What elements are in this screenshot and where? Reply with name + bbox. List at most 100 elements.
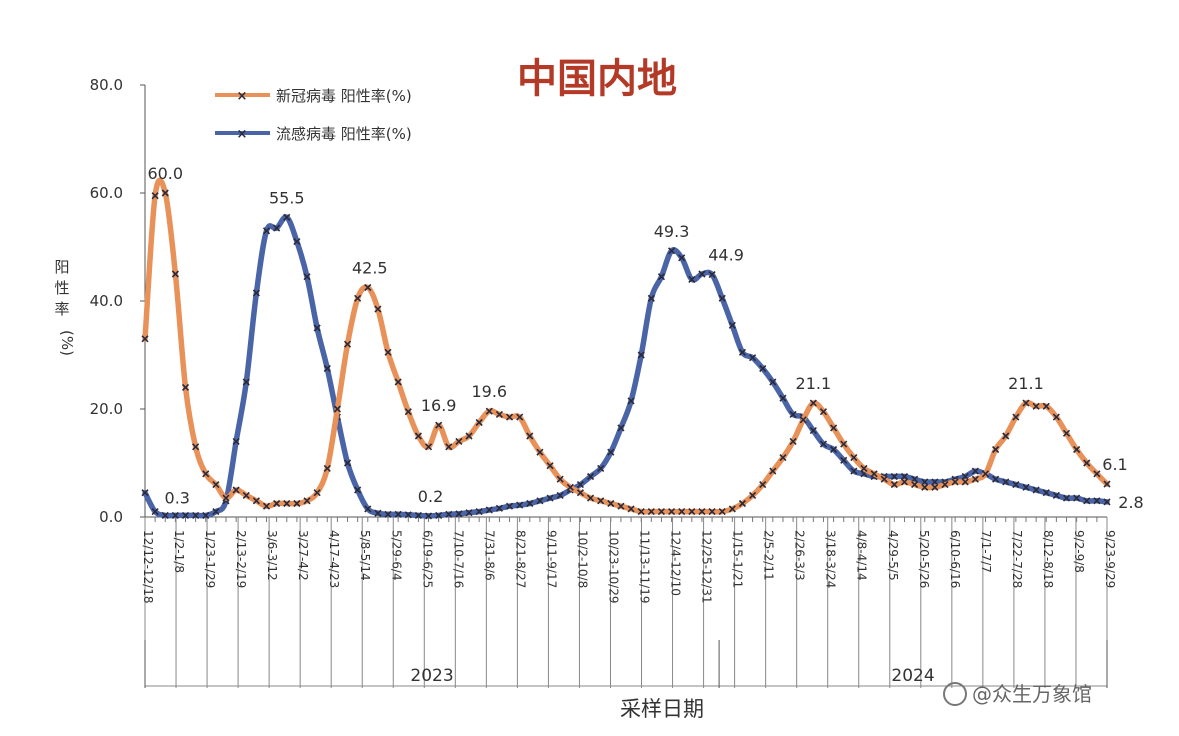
- data-point: [303, 497, 311, 505]
- data-point: [597, 464, 605, 472]
- data-point: [536, 497, 544, 505]
- data-point: [1083, 497, 1091, 505]
- data-point: [333, 405, 341, 413]
- data-point: [303, 273, 311, 281]
- x-tick-label: 5/29-6/4: [389, 530, 403, 581]
- data-point: [738, 499, 747, 508]
- data-point: [779, 394, 787, 402]
- data-label: 60.0: [147, 164, 183, 183]
- x-tick-label: 4/8-4/14: [855, 530, 869, 581]
- data-point: [455, 437, 463, 445]
- data-point: [323, 364, 331, 373]
- data-point: [799, 416, 807, 424]
- x-tick-label: 2/5-2/11: [762, 530, 776, 581]
- data-point: [718, 508, 726, 516]
- x-tick-label: 2/26-3/3: [793, 530, 807, 581]
- data-point: [1103, 480, 1111, 488]
- data-point: [262, 227, 271, 235]
- annotations: 60.0 42.5 16.9 19.6 21.1 21.1 6.1 0.3 55.5 0.2 49.…: [147, 164, 1143, 512]
- data-point: [728, 321, 736, 329]
- data-point: [678, 508, 686, 516]
- data-point: [495, 504, 503, 512]
- data-point: [1042, 402, 1050, 410]
- data-point: [181, 511, 190, 519]
- y-tick-label: 60.0: [90, 184, 123, 202]
- data-point: [850, 467, 858, 475]
- data-point: [698, 508, 706, 516]
- data-point: [1032, 402, 1040, 410]
- y-tick-label: 0.0: [99, 508, 123, 526]
- data-point: [728, 505, 736, 513]
- data-point: [718, 294, 726, 302]
- data-point: [485, 506, 493, 514]
- x-tick-label: 3/18-3/24: [824, 530, 838, 588]
- series-markers-covid: [141, 189, 1111, 516]
- data-point: [181, 383, 190, 391]
- x-tick-label: 12/25-12/31: [700, 530, 714, 604]
- data-point: [647, 508, 655, 516]
- data-point: [1062, 494, 1071, 502]
- data-point: [404, 408, 412, 416]
- data-point: [607, 499, 615, 508]
- data-point: [809, 427, 817, 435]
- data-point: [293, 499, 301, 508]
- x-tick-label: 12/4-12/10: [669, 530, 683, 596]
- data-point: [384, 510, 392, 518]
- data-point: [374, 509, 382, 517]
- data-point: [212, 508, 220, 516]
- data-label: 16.9: [421, 396, 457, 415]
- data-point: [981, 470, 990, 478]
- data-point: [738, 348, 747, 356]
- data-point: [273, 499, 281, 508]
- data-point: [627, 397, 635, 405]
- data-point: [688, 508, 696, 516]
- data-point: [202, 511, 210, 519]
- data-point: [374, 305, 382, 313]
- data-point: [921, 483, 929, 491]
- x-tick-label: 10/2-10/8: [575, 530, 589, 588]
- data-point: [171, 270, 179, 278]
- data-point: [192, 511, 200, 519]
- data-point: [556, 491, 564, 499]
- x-tick-label: 9/11-9/17: [544, 530, 558, 588]
- data-point: [1002, 432, 1010, 440]
- data-point: [941, 481, 949, 489]
- data-point: [364, 283, 372, 292]
- data-point: [475, 508, 483, 516]
- data-point: [161, 189, 169, 197]
- x-tick-label: 5/8-5/14: [358, 530, 372, 581]
- data-point: [495, 410, 503, 418]
- data-point: [242, 378, 250, 386]
- data-point: [1103, 498, 1111, 506]
- series-layer: [141, 177, 1111, 520]
- data-point: [465, 432, 473, 440]
- data-point: [455, 510, 463, 518]
- data-point: [769, 378, 777, 386]
- data-label: 19.6: [471, 382, 507, 401]
- data-point: [1073, 494, 1081, 502]
- legend-covid-marker: ×: [237, 89, 248, 104]
- x-axis: 12/12-12/18 1/2-1/8 1/23-1/29 2/13-2/19 3/6-…: [141, 516, 1117, 688]
- data-point: [698, 270, 706, 278]
- data-point: [273, 224, 281, 232]
- data-point: [1052, 413, 1060, 421]
- data-point: [830, 424, 838, 432]
- data-point: [364, 505, 372, 513]
- data-point: [424, 512, 433, 520]
- data-point: [323, 464, 331, 472]
- data-point: [769, 467, 777, 475]
- y-axis: 0.0 20.0 40.0 60.0 80.0: [90, 76, 146, 526]
- x-tick-label: 1/2-1/8: [172, 530, 186, 573]
- x-tick-label: 2/13-2/19: [234, 530, 248, 588]
- data-point: [819, 408, 828, 416]
- data-point: [931, 478, 939, 486]
- data-point: [252, 289, 260, 297]
- x-tick-label: 11/13-11/19: [638, 530, 652, 604]
- y-tick-label: 40.0: [90, 292, 123, 310]
- x-tick-label: 12/12-12/18: [141, 530, 155, 604]
- x-tick-label: 4/17-4/23: [327, 530, 341, 588]
- data-point: [475, 418, 483, 427]
- data-point: [637, 508, 645, 516]
- data-point: [1022, 399, 1030, 407]
